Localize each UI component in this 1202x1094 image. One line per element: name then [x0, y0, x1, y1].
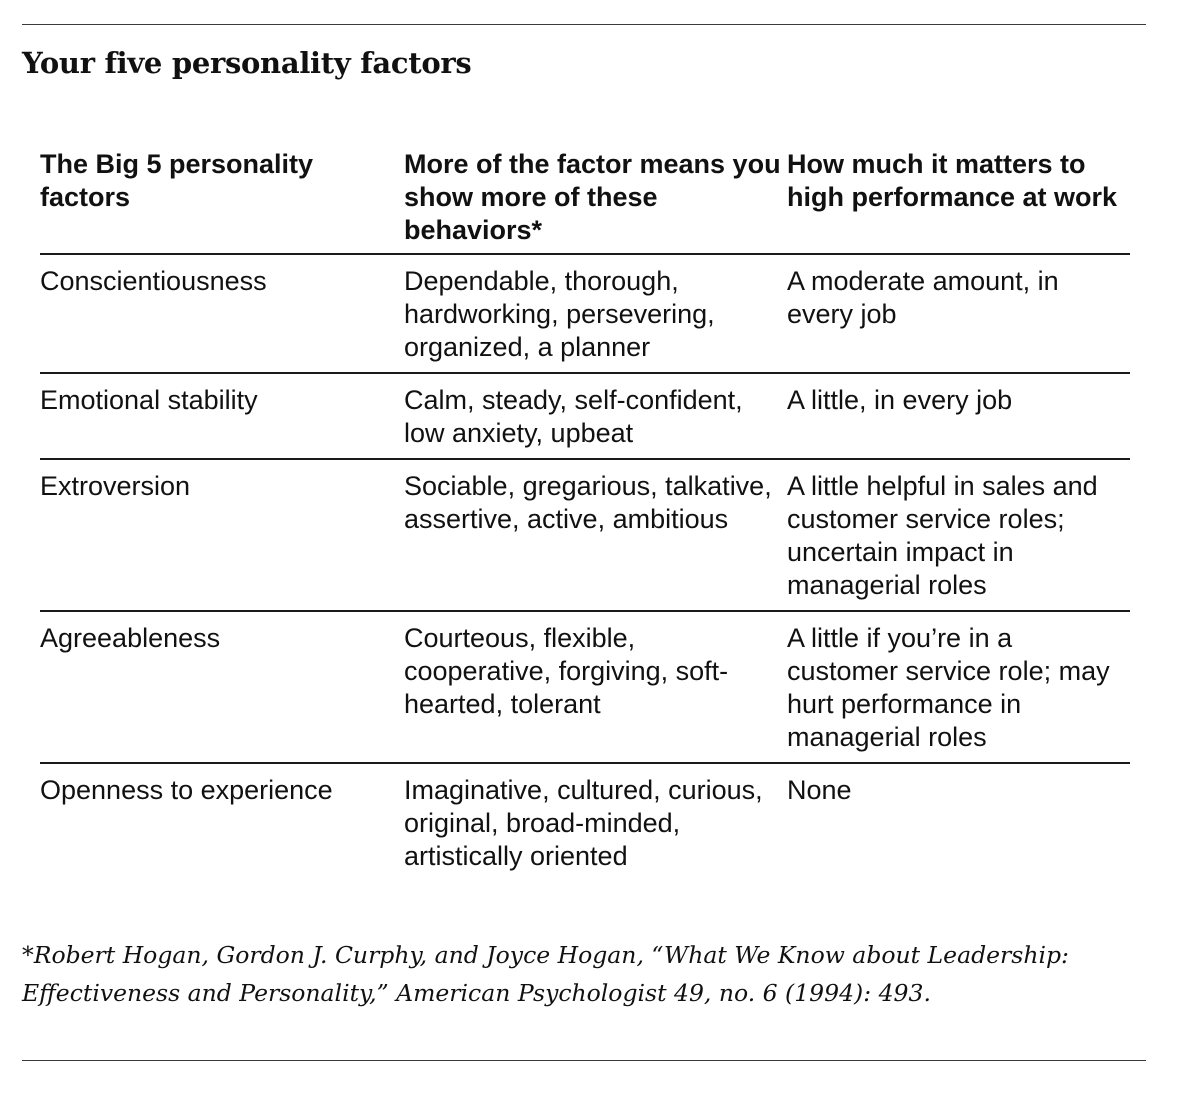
importance-cell: A little helpful in sales and customer s… [787, 459, 1130, 612]
personality-factors-table: The Big 5 personality factors More of th… [40, 148, 1130, 881]
column-header-behaviors: More of the factor means you show more o… [404, 148, 787, 255]
bottom-divider [22, 1060, 1146, 1061]
behaviors-cell: Calm, steady, self-confident, low anxiet… [404, 373, 787, 460]
table-row: Agreeableness Courteous, flexible, coope… [40, 611, 1130, 764]
behaviors-cell: Courteous, flexible, cooperative, forgiv… [404, 611, 787, 764]
table-row: Openness to experience Imaginative, cult… [40, 763, 1130, 881]
factor-cell: Agreeableness [40, 611, 404, 764]
top-divider [22, 24, 1146, 25]
table-row: Conscientiousness Dependable, thorough, … [40, 254, 1130, 374]
factor-cell: Emotional stability [40, 373, 404, 460]
table-header-row: The Big 5 personality factors More of th… [40, 148, 1130, 255]
factor-cell: Extroversion [40, 459, 404, 612]
section-heading: Your five personality factors [22, 46, 472, 80]
behaviors-cell: Imaginative, cultured, curious, original… [404, 775, 763, 871]
column-header-factor: The Big 5 personality factors [40, 148, 404, 255]
importance-cell: None [787, 775, 852, 805]
behaviors-cell: Dependable, thorough, hardworking, perse… [404, 254, 787, 374]
importance-cell: A little, in every job [787, 373, 1130, 460]
column-header-importance: How much it matters to high performance … [787, 148, 1130, 255]
factor-cell: Openness to experience [40, 775, 333, 805]
behaviors-cell: Sociable, gregarious, talkative, asserti… [404, 459, 787, 612]
citation-footnote: *Robert Hogan, Gordon J. Curphy, and Joy… [22, 941, 1069, 1007]
table-row: Emotional stability Calm, steady, self-c… [40, 373, 1130, 460]
table-row: Extroversion Sociable, gregarious, talka… [40, 459, 1130, 612]
importance-cell: A moderate amount, in every job [787, 254, 1130, 374]
factor-cell: Conscientiousness [40, 254, 404, 374]
importance-cell: A little if you’re in a customer service… [787, 611, 1130, 764]
